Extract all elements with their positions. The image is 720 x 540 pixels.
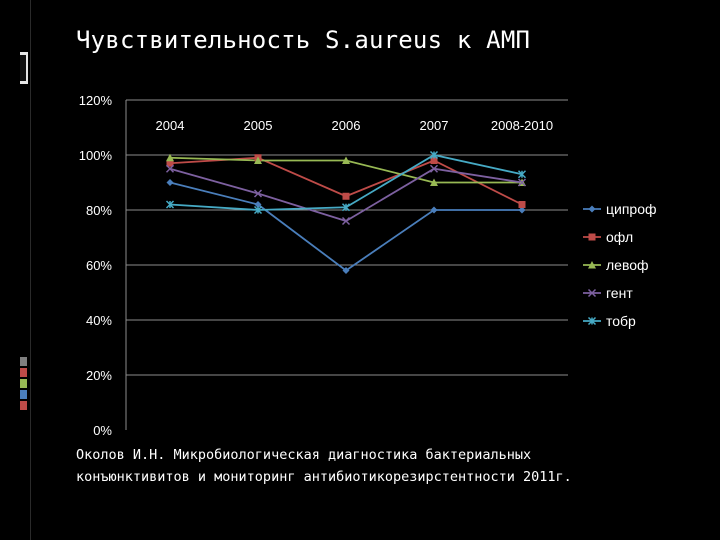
source-caption: Околов И.Н. Микробиологическая диагности… (76, 444, 676, 488)
data-point (430, 178, 438, 186)
y-tick-label: 40% (86, 313, 112, 328)
legend-label: гент (606, 285, 633, 301)
x-tick-label: 2006 (332, 118, 361, 133)
data-point (341, 203, 351, 212)
data-point (430, 157, 438, 164)
x-tick-label: 2007 (420, 118, 449, 133)
data-point (253, 205, 263, 215)
top-left-accent-inner (20, 55, 26, 81)
side-accent-segment (20, 357, 27, 366)
data-point (342, 192, 350, 200)
data-point (588, 261, 596, 269)
side-accent-segment (20, 379, 27, 388)
data-point (254, 201, 262, 208)
y-tick-label: 120% (79, 93, 113, 108)
y-tick-label: 20% (86, 368, 112, 383)
data-point (587, 288, 597, 298)
data-point (166, 153, 174, 162)
data-point (430, 206, 438, 214)
x-tick-label: 2004 (156, 118, 185, 133)
caption-line-2: конъюнктивитов и мониторинг антибиотикор… (76, 469, 572, 485)
data-point (166, 159, 174, 167)
legend-label: левоф (606, 257, 649, 273)
x-tick-label: 2008-2010 (491, 118, 553, 133)
y-tick-label: 100% (79, 148, 113, 163)
data-point (518, 206, 526, 214)
legend-label: тобр (606, 313, 636, 329)
slide-edge-line (30, 0, 31, 540)
data-point (517, 178, 527, 187)
y-tick-label: 0% (93, 423, 112, 438)
data-point (342, 267, 350, 274)
y-tick-label: 60% (86, 258, 112, 273)
x-tick-label: 2005 (244, 118, 273, 133)
data-point (588, 233, 596, 241)
data-point (253, 189, 263, 198)
legend-label: ципроф (606, 201, 657, 217)
side-accent-segment (20, 390, 27, 399)
caption-line-1: Околов И.Н. Микробиологическая диагности… (76, 447, 532, 463)
data-point (165, 200, 175, 209)
side-accent-segment (20, 368, 27, 377)
data-point (342, 156, 350, 164)
data-point (165, 164, 175, 173)
data-point (254, 156, 262, 164)
slide-title: Чувствительность S.aureus к АМП (76, 26, 531, 54)
data-point (588, 205, 596, 213)
side-accent-segment (20, 401, 27, 410)
y-tick-label: 80% (86, 203, 112, 218)
data-point (429, 164, 439, 173)
legend-label: офл (606, 229, 633, 245)
data-point (166, 179, 174, 186)
data-point (518, 201, 526, 208)
data-point (587, 316, 597, 326)
data-point (341, 216, 351, 226)
data-point (429, 150, 439, 160)
data-point (517, 170, 527, 179)
